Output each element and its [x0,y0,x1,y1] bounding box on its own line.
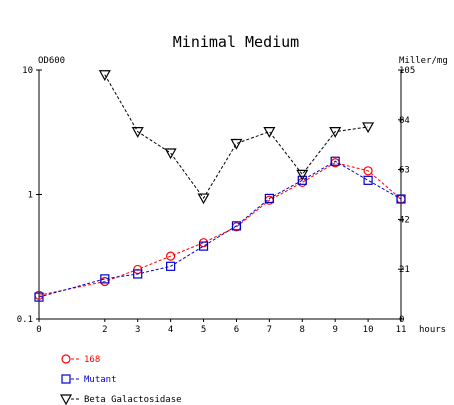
x-axis-tick-label: 4 [168,325,173,335]
data-point [330,156,340,166]
data-point [34,292,44,302]
series-layer [34,70,406,302]
legend: 168 Mutant Beta Galactosidase [59,354,182,405]
x-axis-tick-label: 3 [135,325,140,335]
data-point [362,122,375,134]
series-line [38,162,402,296]
legend-marker [61,374,71,384]
data-point [363,175,373,185]
x-axis-tick-label: 0 [36,325,41,335]
data-point [297,175,307,185]
legend-marker [59,394,73,405]
data-point [263,127,276,138]
right-axis-label: Miller/mg [399,56,448,66]
data-point [230,138,243,150]
data-point [166,261,176,271]
series-168 [34,158,406,300]
legend-item: 168 [61,354,100,365]
legend-label: Beta Galactosidase [84,395,182,405]
x-axis-tick-label: 2 [102,325,107,335]
axes: 10 1 0.1 105 84 63 42 21 0 0 2 3 4 5 6 7 8 9 10 11 [17,66,416,335]
legend-item: Mutant [61,374,117,385]
legend-marker [61,354,71,364]
legend-item: Beta Galactosidase [59,394,182,405]
right-axis-tick-label: 84 [399,116,410,126]
left-axis-tick-label: 0.1 [17,315,33,325]
data-point [197,193,210,205]
right-axis-tick-label: 21 [399,265,410,275]
series-beta-galactosidase [98,70,375,205]
data-point [231,221,242,231]
series-line [38,160,402,298]
x-axis-tick-label: 9 [332,325,337,335]
series-mutant [34,156,406,302]
data-point [166,251,176,261]
data-point [363,166,373,176]
chart-title: Minimal Medium [173,33,299,51]
x-axis-tick-label: 7 [267,325,272,335]
x-axis-label: hours [419,325,446,335]
right-axis-tick-label: 63 [399,166,410,176]
data-point [264,193,274,204]
data-point [100,274,110,284]
data-point [133,269,143,279]
left-axis-tick-label: 10 [22,66,33,76]
data-point [131,127,144,138]
data-point [396,194,406,204]
right-axis-tick-label: 0 [399,315,404,325]
left-axis-label: OD600 [38,56,65,66]
data-point [164,148,177,160]
legend-label: 168 [84,355,100,365]
x-axis-tick-label: 10 [363,325,374,335]
legend-label: Mutant [84,375,117,385]
right-axis-tick-label: 105 [399,66,415,76]
left-axis-tick-label: 1 [28,191,33,201]
x-axis-tick-label: 11 [396,325,407,335]
data-point [198,241,209,251]
series-line [104,74,369,199]
x-axis-tick-label: 8 [300,325,305,335]
x-axis-tick-label: 6 [234,325,239,335]
data-point [296,169,309,181]
right-axis-tick-label: 42 [399,215,410,225]
x-axis-tick-label: 5 [201,325,206,335]
data-point [329,127,342,138]
data-point [98,70,111,81]
